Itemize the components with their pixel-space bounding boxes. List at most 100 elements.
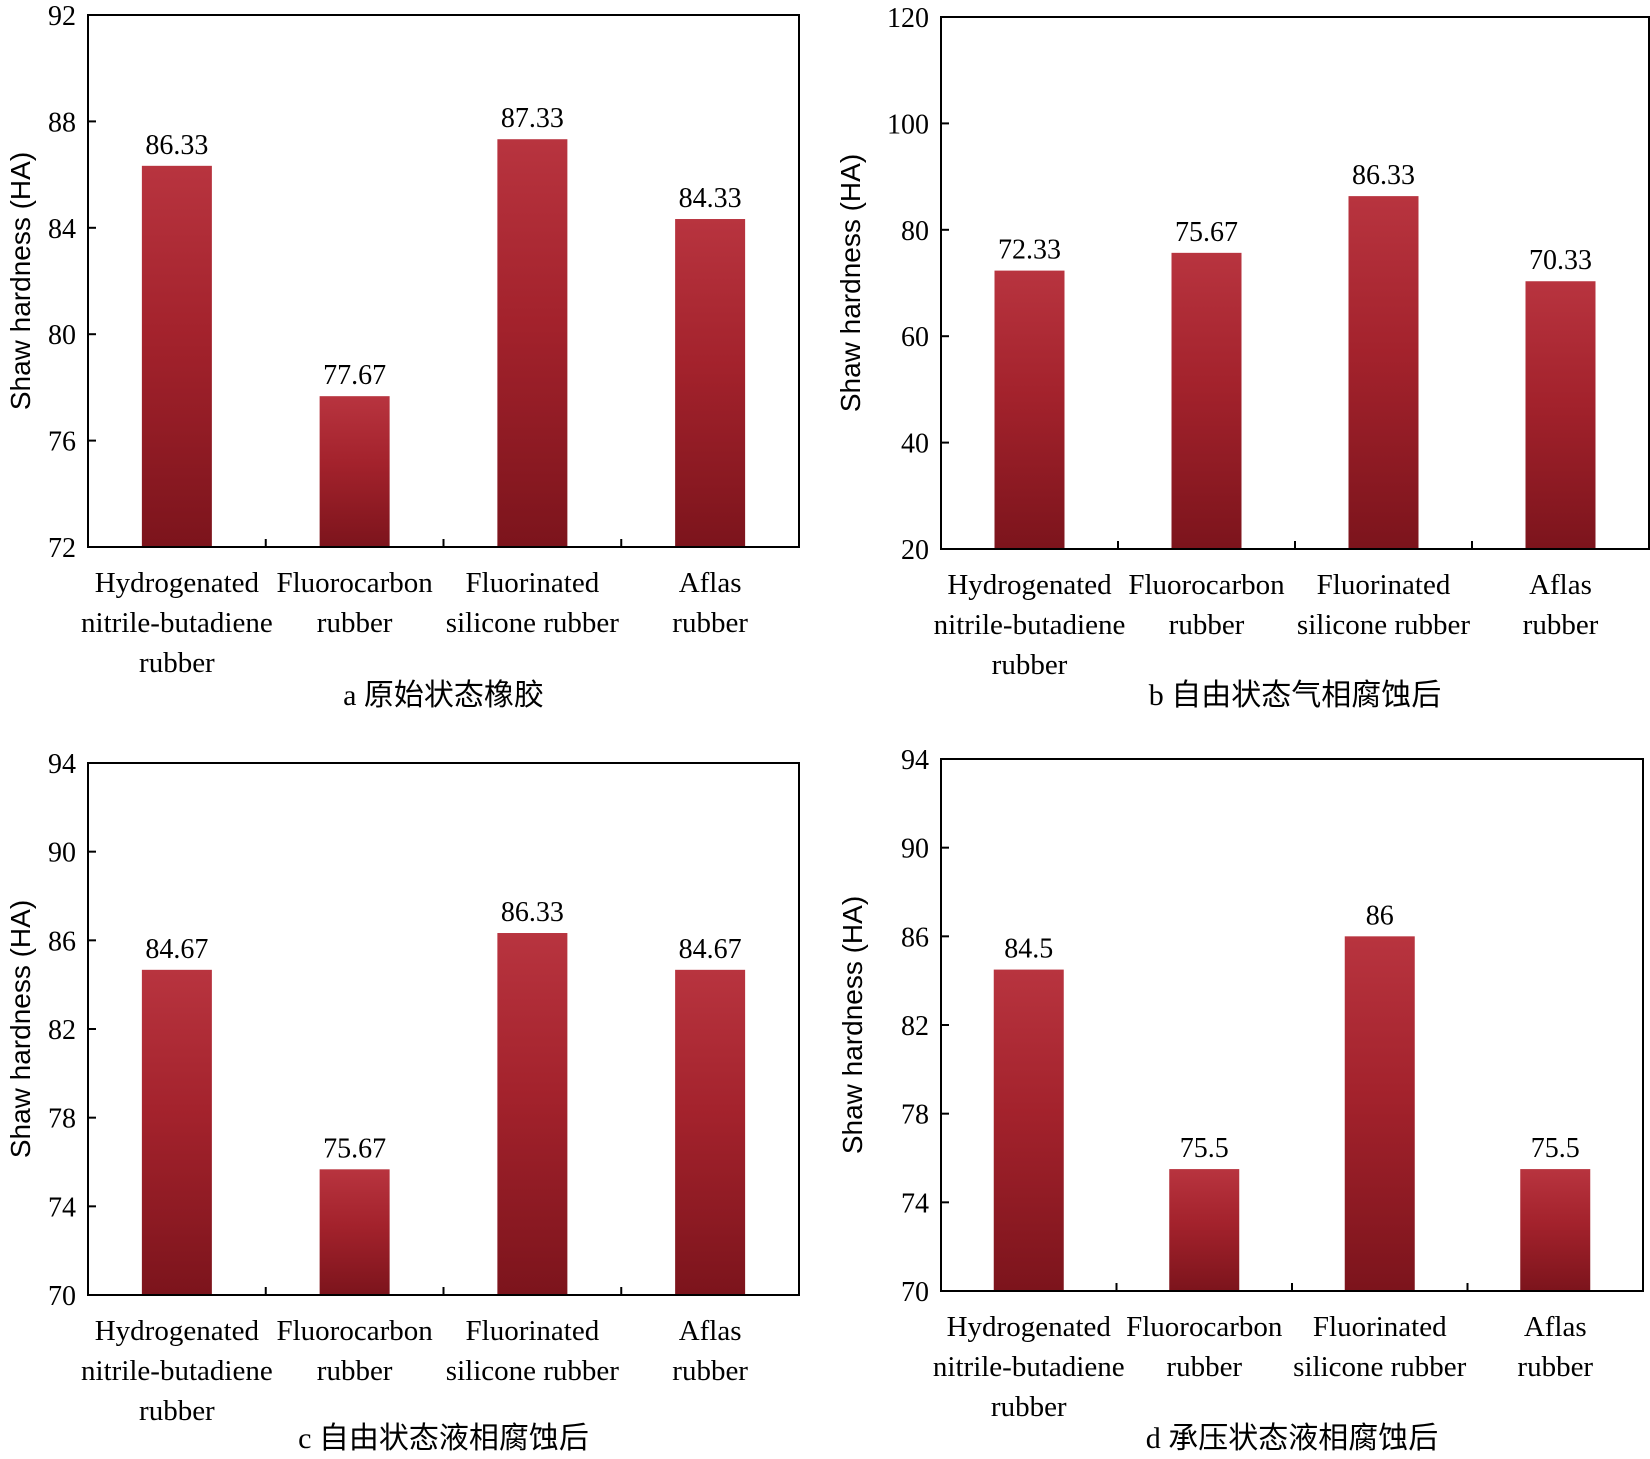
x-category-line: rubber [672,1355,748,1387]
x-category-label-3: Aflas rubber [1523,569,1599,641]
x-category-label-2: Fluorinated silicone rubber [446,1315,619,1387]
x-category-label-2: Fluorinated silicone rubber [446,567,619,639]
x-category-line: rubber [139,647,215,679]
x-category-line: rubber [1523,609,1599,641]
x-category-line: Hydrogenated [947,1311,1112,1343]
x-category-line: silicone rubber [1297,609,1470,641]
x-category-line: Aflas [679,1315,742,1347]
y-tick-label-5: 120 [887,3,929,34]
panel-caption: b 自由状态气相腐蚀后 [1149,679,1442,712]
y-tick-label-3: 84 [48,214,76,245]
x-category-line: Fluorinated [1317,569,1451,601]
value-label-2: 87.33 [501,103,564,134]
y-axis-label: Shaw hardness (HA) [5,900,36,1158]
x-category-line: Hydrogenated [95,1315,260,1347]
x-category-line: rubber [1169,609,1245,641]
x-category-line: nitrile-butadiene [81,607,273,639]
x-category-line: rubber [1166,1351,1242,1383]
x-category-label-1: Fluorocarbon rubber [1126,1311,1283,1383]
y-tick-label-6: 94 [901,745,929,776]
y-tick-label-6: 94 [48,749,76,780]
x-category-line: nitrile-butadiene [933,1351,1125,1383]
y-tick-label-0: 72 [48,533,76,564]
y-axis-label: Shaw hardness (HA) [835,154,866,412]
y-tick-label-4: 86 [901,922,929,953]
bar-1 [1171,252,1242,549]
y-tick-label-3: 82 [901,1011,929,1042]
panel-caption: a 原始状态橡胶 [343,679,544,712]
y-tick-label-3: 82 [48,1015,76,1046]
x-category-line: nitrile-butadiene [934,609,1126,641]
value-label-3: 84.67 [679,934,742,965]
y-tick-label-4: 88 [48,107,76,138]
bar-3 [1520,1169,1591,1291]
value-label-2: 86.33 [501,897,564,928]
value-label-3: 84.33 [679,183,742,214]
y-tick-label-4: 86 [48,926,76,957]
x-category-label-1: Fluorocarbon rubber [277,1315,434,1387]
x-category-line: silicone rubber [1293,1351,1466,1383]
y-tick-label-1: 76 [48,427,76,458]
bar-2 [497,933,568,1295]
x-category-line: Aflas [1529,569,1592,601]
value-label-1: 75.5 [1180,1133,1229,1164]
y-tick-label-3: 80 [901,216,929,247]
value-label-0: 86.33 [145,130,208,161]
panel-caption: d 承压状态液相腐蚀后 [1146,1422,1439,1455]
x-category-line: rubber [1517,1351,1593,1383]
x-category-line: Aflas [679,567,742,599]
bar-3 [1525,281,1596,549]
x-category-label-3: Aflas rubber [672,567,748,639]
x-category-label-0: Hydrogenated nitrile-butadiene rubber [934,569,1126,681]
y-axis-label: Shaw hardness (HA) [837,896,868,1154]
bar-0 [141,165,212,547]
y-tick-label-5: 92 [48,1,76,32]
bar-0 [993,969,1064,1291]
value-label-0: 84.5 [1004,934,1053,965]
x-category-label-2: Fluorinated silicone rubber [1293,1311,1466,1383]
value-label-1: 77.67 [323,360,386,391]
y-tick-label-2: 80 [48,320,76,351]
panel-caption: c 自由状态液相腐蚀后 [298,1422,589,1455]
y-tick-label-2: 60 [901,322,929,353]
x-category-label-3: Aflas rubber [672,1315,748,1387]
x-category-line: Fluorinated [1313,1311,1447,1343]
x-category-line: Hydrogenated [947,569,1112,601]
bar-1 [319,1169,390,1295]
x-category-line: rubber [991,1391,1067,1423]
chart-panel-d: 84.5 75.5 86 75.5 70 74 78 82 86 90 94 Hydrogenated… [837,745,1644,1455]
x-category-label-0: Hydrogenated nitrile-butadiene rubber [81,567,273,679]
bar-2 [497,139,568,548]
value-label-0: 84.67 [145,934,208,965]
x-category-line: Fluorocarbon [277,1315,434,1347]
x-category-line: Fluorinated [466,1315,600,1347]
x-category-line: Hydrogenated [95,567,260,599]
x-category-line: rubber [139,1395,215,1427]
value-label-0: 72.33 [998,235,1061,266]
x-category-line: nitrile-butadiene [81,1355,273,1387]
bar-1 [1169,1169,1240,1291]
x-category-label-2: Fluorinated silicone rubber [1297,569,1470,641]
value-label-3: 70.33 [1529,245,1592,276]
bar-0 [994,270,1065,549]
x-category-line: Fluorocarbon [1128,569,1285,601]
x-category-label-0: Hydrogenated nitrile-butadiene rubber [933,1311,1125,1423]
y-tick-label-4: 100 [887,109,929,140]
x-category-label-3: Aflas rubber [1517,1311,1593,1383]
value-label-2: 86.33 [1352,160,1415,191]
y-tick-label-1: 40 [901,429,929,460]
x-category-line: Aflas [1524,1311,1587,1343]
y-tick-label-0: 70 [48,1281,76,1312]
y-tick-label-5: 90 [901,834,929,865]
y-tick-label-0: 70 [901,1277,929,1308]
x-category-line: Fluorocarbon [277,567,434,599]
y-tick-label-2: 78 [48,1104,76,1135]
bar-3 [675,969,746,1295]
value-label-3: 75.5 [1531,1133,1580,1164]
chart-panel-a: 86.33 77.67 87.33 84.33 72 76 80 84 88 92 Hydrogen… [5,1,800,712]
x-category-line: Fluorinated [466,567,600,599]
x-category-label-1: Fluorocarbon rubber [1128,569,1285,641]
x-category-line: silicone rubber [446,1355,619,1387]
x-category-label-1: Fluorocarbon rubber [277,567,434,639]
